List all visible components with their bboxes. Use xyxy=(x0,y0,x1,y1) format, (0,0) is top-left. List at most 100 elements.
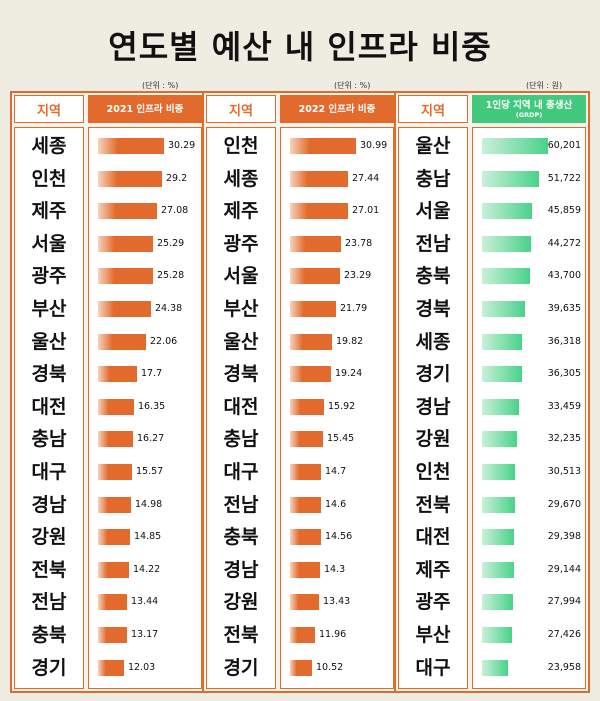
metric-header-label: 1인당 지역 내 총생산 xyxy=(485,99,573,111)
data-label: 15.45 xyxy=(327,433,355,445)
metric-header: 2021 인프라 비중 xyxy=(88,95,202,123)
unit-label: (단위 : %) xyxy=(334,81,371,90)
bar xyxy=(98,398,134,415)
data-label: 43,700 xyxy=(547,270,581,282)
bar xyxy=(482,301,525,317)
data-label: 19.82 xyxy=(336,335,364,347)
data-label: 30,513 xyxy=(547,466,581,477)
data-label: 22.06 xyxy=(150,335,178,347)
region-label: 광주 xyxy=(31,265,67,288)
region-label: 경남 xyxy=(223,558,259,581)
data-label: 12.03 xyxy=(128,661,156,673)
unit-label: (단위 : 원) xyxy=(526,81,563,90)
region-label: 경북 xyxy=(31,363,67,386)
bar xyxy=(98,138,164,154)
data-label: 13.43 xyxy=(323,596,351,608)
region-label: 부산 xyxy=(223,298,259,320)
data-label: 29,398 xyxy=(547,531,581,543)
region-label: 경북 xyxy=(223,363,259,386)
bar xyxy=(482,398,519,415)
bar xyxy=(290,235,341,252)
region-label: 강원 xyxy=(415,428,451,451)
region-label: 전북 xyxy=(31,558,67,581)
region-label: 서울 xyxy=(223,265,259,288)
data-label: 36,318 xyxy=(547,335,581,347)
bar xyxy=(290,333,332,350)
region-header: 지역 xyxy=(14,95,84,123)
region-header: 지역 xyxy=(398,95,468,123)
bar xyxy=(482,431,517,448)
value-column: 30.29 29.2 27.08 25.29 25.28 24.38 22.06 17.7 16… xyxy=(88,127,202,689)
data-label: 14.7 xyxy=(325,466,347,477)
data-label: 23.29 xyxy=(344,270,372,282)
bar xyxy=(98,301,151,317)
data-label: 14.3 xyxy=(324,563,346,575)
region-column: 울산 충남 서울 전남 충북 경북 세종 경기 경남 강원 인천 전북 대전 제주 광주 부산 대구 xyxy=(398,127,468,689)
bar xyxy=(98,659,124,676)
region-label: 경기 xyxy=(415,363,451,386)
unit-label: (단위 : %) xyxy=(142,81,179,90)
region-label: 충남 xyxy=(415,167,451,190)
region-label: 전남 xyxy=(31,591,67,614)
data-label: 27.44 xyxy=(352,172,380,184)
data-label: 29.2 xyxy=(166,172,188,184)
region-label: 강원 xyxy=(31,526,67,549)
bar xyxy=(482,235,531,252)
data-label: 16.27 xyxy=(137,433,165,445)
bar xyxy=(98,464,132,480)
region-label: 세종 xyxy=(31,135,67,157)
region-label: 울산 xyxy=(223,330,259,353)
bar xyxy=(290,398,324,415)
bar xyxy=(482,268,530,285)
region-label: 세종 xyxy=(223,167,259,190)
data-label: 14.22 xyxy=(133,563,161,575)
data-label: 23,958 xyxy=(547,661,581,673)
bar xyxy=(98,529,130,546)
bar xyxy=(290,529,321,546)
bar xyxy=(290,203,348,220)
region-label: 전남 xyxy=(223,493,259,516)
bar xyxy=(482,496,515,513)
bar xyxy=(290,138,356,154)
region-label: 부산 xyxy=(31,298,67,320)
region-label: 충남 xyxy=(31,428,67,451)
chart-panel-1: 지역 2021 인프라 비중 세종 인천 제주 서울 광주 부산 울산 경북 대전 충남 대구 경남 강원 전… xyxy=(10,91,206,693)
region-label: 광주 xyxy=(415,591,451,614)
data-label: 14.6 xyxy=(325,498,347,510)
bar xyxy=(482,529,514,546)
region-column: 인천 세종 제주 광주 서울 부산 울산 경북 대전 충남 대구 전남 충북 경남 강원 전북 경기 xyxy=(206,127,276,689)
region-label: 충남 xyxy=(223,428,259,451)
region-label: 제주 xyxy=(223,200,259,223)
bar xyxy=(98,366,137,383)
data-label: 11.96 xyxy=(319,629,347,640)
region-label: 인천 xyxy=(223,135,259,157)
region-label: 충북 xyxy=(223,526,259,549)
region-label: 전북 xyxy=(415,493,451,516)
metric-header: 1인당 지역 내 총생산 (GRDP) xyxy=(472,95,586,123)
bar xyxy=(290,594,319,611)
region-label: 전남 xyxy=(415,232,451,255)
bar xyxy=(290,301,336,317)
metric-subheader-label: (GRDP) xyxy=(515,110,543,119)
region-column: 세종 인천 제주 서울 광주 부산 울산 경북 대전 충남 대구 경남 강원 전북 전남 충북 경기 xyxy=(14,127,84,689)
region-label: 서울 xyxy=(31,232,67,255)
region-label: 전북 xyxy=(223,624,259,646)
value-column: 30.99 27.44 27.01 23.78 23.29 21.79 19.82 19.24… xyxy=(280,127,394,689)
data-label: 44,272 xyxy=(547,237,581,249)
data-label: 21.79 xyxy=(340,303,368,314)
metric-header: 2022 인프라 비중 xyxy=(280,95,394,123)
region-label: 대전 xyxy=(31,395,67,418)
bar xyxy=(482,203,532,220)
metric-header-label: 2022 인프라 비중 xyxy=(298,103,376,115)
bar xyxy=(290,496,321,513)
region-label: 제주 xyxy=(415,558,451,581)
bar xyxy=(290,627,315,643)
region-label: 대구 xyxy=(415,656,451,679)
bar xyxy=(98,496,131,513)
data-label: 16.35 xyxy=(138,400,166,412)
region-label: 경남 xyxy=(415,395,451,418)
data-label: 27.08 xyxy=(161,205,189,217)
data-label: 13.17 xyxy=(131,629,159,640)
bar xyxy=(98,627,127,643)
bar xyxy=(482,366,522,383)
